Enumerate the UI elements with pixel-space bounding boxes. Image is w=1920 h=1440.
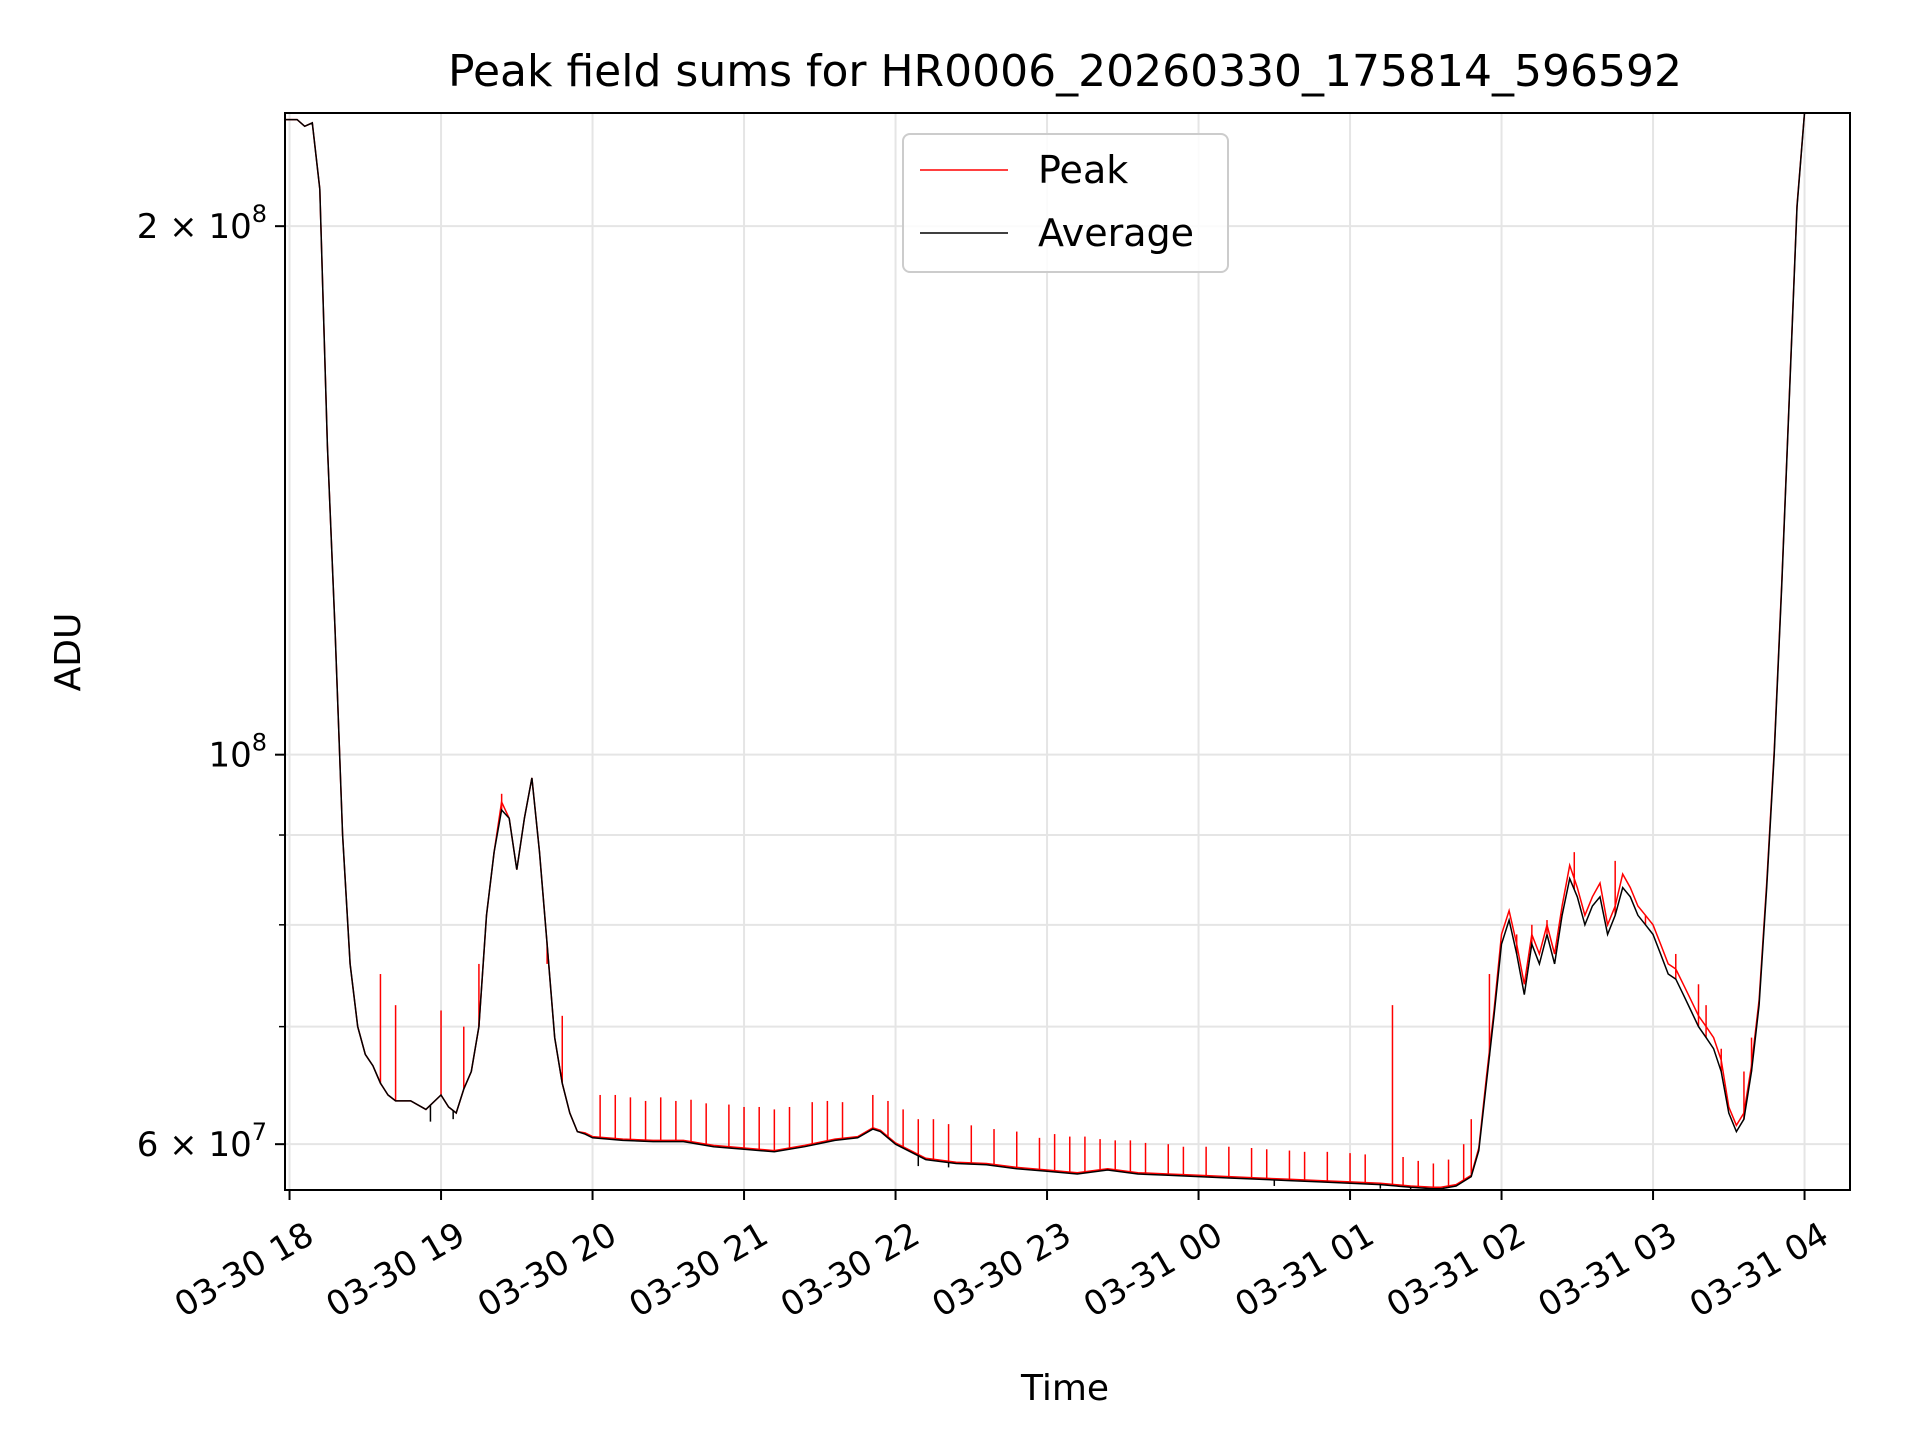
legend-label-average: Average — [1038, 211, 1194, 255]
y-tick-label: 2 × 108 — [137, 200, 267, 247]
series-line-average — [285, 113, 1813, 1190]
y-tick-label-exponent: 7 — [252, 1118, 267, 1146]
legend-box — [902, 133, 1229, 273]
chart-title: Peak field sums for HR0006_20260330_1758… — [448, 46, 1682, 97]
y-tick-label-base: 2 × 10 — [137, 207, 252, 247]
x-axis-label: Time — [1020, 1368, 1109, 1409]
legend-label-peak: Peak — [1038, 148, 1128, 192]
y-tick-label-base: 10 — [208, 736, 251, 776]
plot-frame — [284, 112, 1851, 1191]
legend: Peak Average — [902, 133, 1229, 273]
y-tick-label-exponent: 8 — [252, 729, 267, 757]
grid — [285, 113, 1850, 1190]
y-axis-label: ADU — [48, 613, 89, 692]
y-tick-label-exponent: 8 — [252, 200, 267, 228]
y-tick-label-base: 6 × 10 — [137, 1125, 252, 1165]
y-tick-label: 6 × 107 — [137, 1118, 267, 1165]
plot-lines — [285, 113, 1813, 1190]
y-tick-label: 108 — [208, 729, 267, 776]
